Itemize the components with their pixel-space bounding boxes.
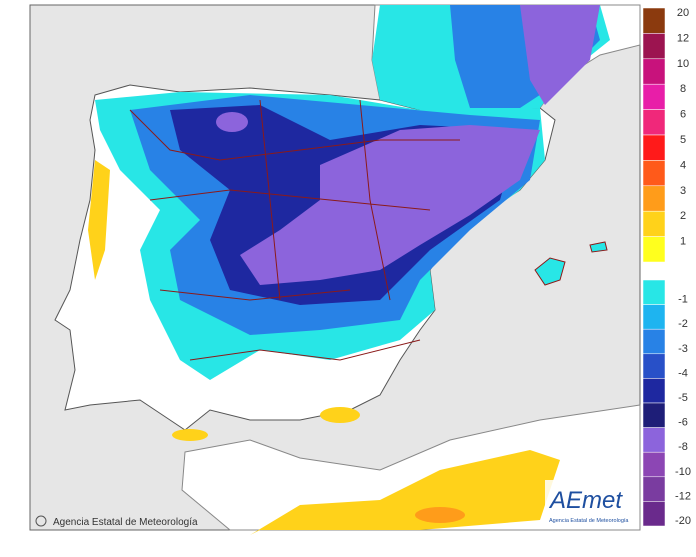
legend-swatch <box>642 33 666 60</box>
legend-label: -2 <box>678 318 688 330</box>
legend-label: -3 <box>678 343 688 355</box>
balearic-islands <box>534 241 608 286</box>
legend-swatch <box>642 210 666 237</box>
logo: AEmet Agencia Estatal de Meteorología <box>545 480 633 526</box>
legend-label: 10 <box>677 58 689 70</box>
legend-label: 20 <box>677 7 689 19</box>
legend-swatch <box>642 7 666 34</box>
temperature-fields <box>88 5 610 535</box>
legend-label: 6 <box>680 109 686 121</box>
logo-subtitle: Agencia Estatal de Meteorología <box>549 518 629 524</box>
legend-label: 2 <box>680 210 686 222</box>
legend-label: -5 <box>678 392 688 404</box>
field <box>240 125 540 285</box>
field <box>250 450 560 535</box>
legend-swatch <box>642 378 666 404</box>
legend-swatch <box>642 476 666 502</box>
legend-swatch <box>642 304 666 330</box>
legend-label: -1 <box>678 294 688 306</box>
legend-swatch <box>642 451 666 478</box>
copyright-icon <box>35 515 47 527</box>
field <box>216 112 248 132</box>
legend-label: -6 <box>678 417 688 429</box>
legend-label: -4 <box>678 367 688 379</box>
legend-label: 4 <box>680 159 686 171</box>
legend-swatch <box>642 353 666 379</box>
footer: Agencia Estatal de Meteorología <box>35 515 198 528</box>
legend-label: -12 <box>675 490 691 502</box>
field <box>88 160 110 280</box>
legend-swatch <box>642 236 666 263</box>
legend-swatch <box>642 501 666 527</box>
legend: 20 12 10 8 6 5 4 3 2 1 -1 -2 -3 -4 -5 -6 -8 -10 -12 -20 <box>642 7 691 527</box>
legend-swatch <box>642 402 666 428</box>
legend-swatch <box>642 185 666 212</box>
legend-label: 8 <box>680 83 686 95</box>
legend-swatch <box>642 134 666 161</box>
legend-swatch <box>642 58 666 85</box>
legend-swatch <box>642 83 666 110</box>
logo-background <box>545 480 633 526</box>
legend-swatch <box>642 279 666 305</box>
field <box>415 507 465 523</box>
legend-label: 12 <box>677 32 689 44</box>
legend-swatch <box>642 427 666 453</box>
field <box>172 429 208 441</box>
legend-label: 1 <box>680 236 686 248</box>
province-borders <box>129 99 460 361</box>
field <box>320 407 360 423</box>
legend-swatch <box>642 160 666 187</box>
legend-swatch <box>642 328 666 355</box>
copyright: Agencia Estatal de Meteorología <box>53 517 198 528</box>
field <box>520 5 600 105</box>
legend-label: 5 <box>680 134 686 146</box>
logo-name: AEmet <box>548 487 623 514</box>
legend-label: -10 <box>675 466 691 478</box>
legend-label: -8 <box>678 441 688 453</box>
legend-label: -20 <box>675 515 691 527</box>
map <box>29 4 641 535</box>
legend-swatch <box>642 109 666 136</box>
legend-label: 3 <box>680 185 686 197</box>
